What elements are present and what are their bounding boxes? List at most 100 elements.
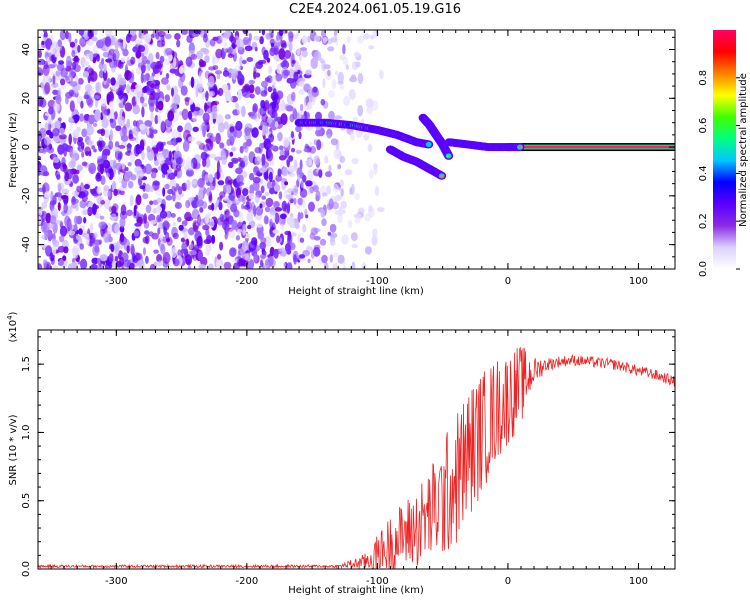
noise-blob	[280, 213, 287, 220]
noise-blob	[57, 245, 66, 253]
noise-blob	[351, 243, 359, 249]
noise-blob	[113, 59, 118, 69]
noise-blob	[117, 152, 121, 163]
noise-blob	[79, 243, 84, 250]
noise-blob	[376, 207, 385, 213]
noise-blob	[104, 36, 112, 48]
noise-blob	[297, 173, 301, 182]
noise-blob	[299, 159, 303, 170]
noise-blob	[328, 164, 332, 173]
noise-blob	[162, 256, 168, 264]
noise-blob	[93, 232, 98, 239]
noise-blob	[313, 35, 321, 43]
noise-blob	[221, 154, 227, 165]
noise-blob	[72, 129, 80, 139]
noise-blob	[215, 70, 222, 75]
noise-blob	[146, 145, 151, 153]
noise-blob	[197, 178, 205, 188]
noise-blob	[154, 83, 160, 90]
noise-blob	[328, 110, 335, 121]
noise-blob	[106, 78, 111, 84]
noise-blob	[208, 194, 213, 204]
x-tick-label: -300	[105, 576, 128, 587]
noise-blob	[100, 98, 109, 107]
noise-blob	[348, 88, 356, 100]
snr-line	[38, 346, 675, 569]
noise-blob	[133, 144, 140, 157]
noise-blob	[241, 59, 247, 65]
noise-blob	[85, 139, 93, 146]
noise-blob	[286, 188, 295, 194]
noise-blob	[42, 182, 50, 194]
noise-blob	[164, 47, 173, 56]
noise-blob	[166, 236, 173, 246]
noise-blob	[328, 90, 335, 98]
noise-blob	[149, 220, 157, 225]
noise-blob	[274, 212, 280, 225]
noise-blob	[134, 134, 139, 144]
noise-blob	[319, 57, 324, 64]
noise-blob	[84, 83, 92, 92]
noise-blob	[351, 183, 355, 196]
noise-blob	[81, 194, 88, 203]
noise-blob	[192, 109, 200, 116]
noise-blob	[281, 177, 285, 184]
noise-blob	[306, 101, 313, 110]
noise-blob	[367, 144, 373, 153]
noise-blob	[204, 174, 209, 183]
noise-blob	[287, 236, 291, 246]
noise-blob	[145, 204, 152, 214]
noise-blob	[264, 77, 271, 83]
noise-blob	[175, 157, 183, 165]
noise-blob	[200, 47, 208, 53]
noise-blob	[89, 51, 94, 62]
noise-blob	[272, 229, 280, 234]
noise-blob	[160, 243, 166, 255]
noise-blob	[329, 232, 338, 239]
noise-blob	[170, 247, 178, 259]
heatmap-y-label: Frequency (Hz)	[8, 112, 19, 188]
noise-blob	[59, 225, 68, 237]
noise-blob	[213, 202, 218, 211]
noise-blob	[144, 230, 150, 235]
noise-blob	[141, 150, 145, 161]
noise-blob	[65, 96, 69, 105]
noise-blob	[70, 261, 78, 269]
noise-blob	[210, 136, 217, 142]
noise-blob	[108, 253, 114, 262]
noise-blob	[119, 127, 128, 139]
noise-blob	[307, 258, 311, 263]
noise-blob	[374, 186, 380, 196]
noise-blob	[261, 80, 268, 88]
noise-blob	[143, 43, 149, 56]
noise-blob	[354, 217, 361, 224]
noise-blob	[218, 201, 223, 211]
noise-blob	[80, 100, 84, 109]
noise-blob	[55, 219, 62, 224]
noise-blob	[343, 96, 350, 106]
noise-blob	[157, 114, 161, 124]
noise-blob	[59, 30, 66, 41]
noise-blob	[90, 71, 98, 82]
noise-blob	[74, 38, 78, 44]
noise-blob	[200, 60, 207, 68]
noise-blob	[144, 163, 152, 175]
noise-blob	[56, 174, 61, 180]
noise-blob	[49, 215, 57, 225]
noise-blob	[227, 47, 234, 54]
noise-blob	[246, 57, 254, 62]
noise-blob	[283, 69, 290, 77]
noise-blob	[225, 176, 229, 185]
noise-blob	[293, 254, 297, 265]
noise-blob	[259, 36, 264, 45]
noise-blob	[257, 230, 265, 240]
noise-blob	[241, 105, 246, 118]
snr-frame	[37, 329, 676, 570]
noise-blob	[347, 219, 353, 229]
noise-blob	[134, 165, 143, 174]
noise-blob	[71, 50, 76, 58]
noise-blob	[130, 174, 137, 181]
noise-blob	[274, 121, 279, 128]
noise-blob	[167, 110, 175, 122]
noise-blob	[77, 260, 81, 265]
